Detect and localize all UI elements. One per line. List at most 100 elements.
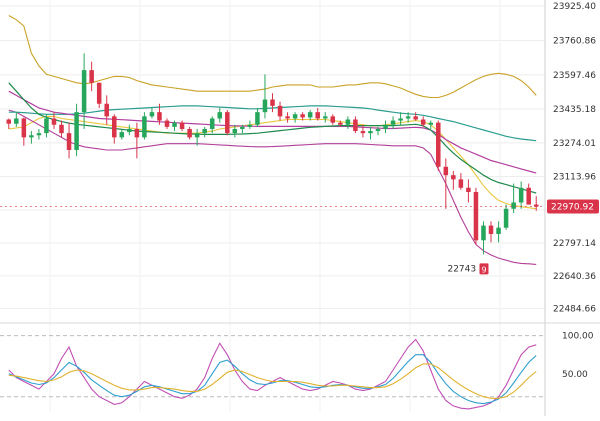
last-price-label: 22970.92 xyxy=(551,202,594,212)
candle-body xyxy=(51,118,57,125)
candle-body xyxy=(59,124,64,134)
osc-tick-label: 50.00 xyxy=(562,370,588,380)
candle-body xyxy=(21,118,27,138)
price-tick-label: 23760.86 xyxy=(553,37,596,47)
candle-body xyxy=(202,128,207,134)
candle-body xyxy=(134,128,140,138)
candle-body xyxy=(466,187,471,192)
candle-body xyxy=(187,128,192,138)
price-tick-label: 23274.01 xyxy=(553,139,596,149)
candle-body xyxy=(240,126,245,129)
candle-body xyxy=(232,128,238,134)
candle-body xyxy=(428,122,433,125)
candle-body xyxy=(292,114,298,119)
osc-series-line xyxy=(8,338,537,410)
price-tick-label: 23597.46 xyxy=(553,71,596,81)
candle-body xyxy=(390,120,396,125)
candle-body xyxy=(96,82,102,104)
price-tick-label: 22640.36 xyxy=(553,272,596,282)
grid-layer xyxy=(0,0,545,412)
candle-body xyxy=(104,103,109,117)
candle-body xyxy=(29,135,34,138)
ma_purple xyxy=(8,90,537,174)
low-badge-label: 9 xyxy=(481,265,486,274)
osc-layer: 100.00 50.00 xyxy=(0,332,594,410)
band-middle xyxy=(8,115,537,210)
candle-body xyxy=(353,119,358,132)
candle-body xyxy=(66,133,72,150)
price-tick-label: 22797.14 xyxy=(553,239,596,249)
candle-body xyxy=(330,116,336,123)
candle-body xyxy=(322,116,328,119)
candle-body xyxy=(443,166,449,176)
candle-body xyxy=(345,119,351,125)
candle-body xyxy=(194,133,200,138)
candle-body xyxy=(36,133,42,136)
candle-body xyxy=(458,179,464,188)
candle-body xyxy=(413,116,418,120)
candle-body xyxy=(511,202,516,209)
candle-body xyxy=(172,122,177,127)
annotation-layer: 22970.92 22743 →9 xyxy=(0,199,599,275)
candle-body xyxy=(300,114,305,118)
candle-body xyxy=(360,131,366,134)
osc-series-line xyxy=(8,354,537,405)
candle-body xyxy=(518,187,524,203)
candle-body xyxy=(451,175,456,180)
candle-body xyxy=(368,131,373,134)
price-tick-label: 23435.18 xyxy=(553,105,596,115)
candle-body xyxy=(262,99,268,113)
candle-body xyxy=(405,116,411,119)
candle-body xyxy=(225,112,230,134)
osc-tick-label: 100.00 xyxy=(562,332,594,342)
price-tick-label: 23113.96 xyxy=(553,172,596,182)
candle-body xyxy=(526,187,531,205)
price-tick-label: 22484.66 xyxy=(553,305,596,315)
candle-body xyxy=(44,118,49,134)
candle-body xyxy=(375,128,381,132)
candle-body xyxy=(481,225,486,241)
candle-body xyxy=(398,118,403,121)
candle-body xyxy=(473,191,479,241)
candle-body xyxy=(270,99,275,106)
candle-body xyxy=(307,112,313,118)
candle-body xyxy=(285,116,290,119)
candle-body xyxy=(255,112,260,125)
candle-body xyxy=(14,118,19,124)
last-price-badge xyxy=(547,199,599,214)
candle-body xyxy=(315,112,320,119)
low-badge xyxy=(479,263,489,275)
candle-layer xyxy=(6,53,539,255)
candle-body xyxy=(89,70,94,83)
candle-body xyxy=(533,204,539,207)
candle-body xyxy=(436,122,441,167)
candle-body xyxy=(157,112,162,121)
candle-body xyxy=(164,120,170,127)
band-lower xyxy=(8,109,537,265)
candle-body xyxy=(277,105,283,117)
candle-body xyxy=(179,122,185,129)
price-tick-label: 23925.40 xyxy=(553,2,596,12)
candle-body xyxy=(503,208,509,228)
band-layer xyxy=(8,15,537,265)
candle-body xyxy=(81,70,87,113)
candle-body xyxy=(217,112,223,119)
candle-body xyxy=(488,225,494,234)
candle-body xyxy=(6,119,12,124)
candle-body xyxy=(209,118,215,129)
candle-body xyxy=(383,124,388,129)
candle-body xyxy=(247,124,253,127)
candle-body xyxy=(149,112,155,117)
candle-body xyxy=(142,116,147,138)
osc-series-line xyxy=(8,363,537,399)
candle-body xyxy=(496,227,501,234)
low-price-annotation: 22743 → xyxy=(447,264,486,274)
candle-body xyxy=(420,119,426,125)
candle-body xyxy=(127,128,132,133)
ma_green xyxy=(8,82,537,194)
candle-body xyxy=(112,116,117,138)
candle-body xyxy=(338,122,343,125)
